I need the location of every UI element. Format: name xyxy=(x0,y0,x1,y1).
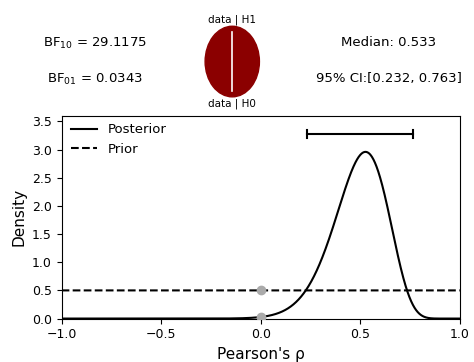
Y-axis label: Density: Density xyxy=(11,188,27,246)
Legend: Posterior, Prior: Posterior, Prior xyxy=(65,118,172,161)
X-axis label: Pearson's ρ: Pearson's ρ xyxy=(217,347,305,362)
Text: data | H1: data | H1 xyxy=(208,14,256,25)
Text: Median: 0.533: Median: 0.533 xyxy=(341,36,436,49)
Text: $\mathrm{BF}_{10}$ = 29.1175: $\mathrm{BF}_{10}$ = 29.1175 xyxy=(43,36,147,51)
Text: data | H0: data | H0 xyxy=(208,98,256,109)
Text: 95% CI:[0.232, 0.763]: 95% CI:[0.232, 0.763] xyxy=(316,72,462,85)
Text: $\mathrm{BF}_{01}$ = 0.0343: $\mathrm{BF}_{01}$ = 0.0343 xyxy=(47,72,143,88)
Ellipse shape xyxy=(205,26,259,97)
